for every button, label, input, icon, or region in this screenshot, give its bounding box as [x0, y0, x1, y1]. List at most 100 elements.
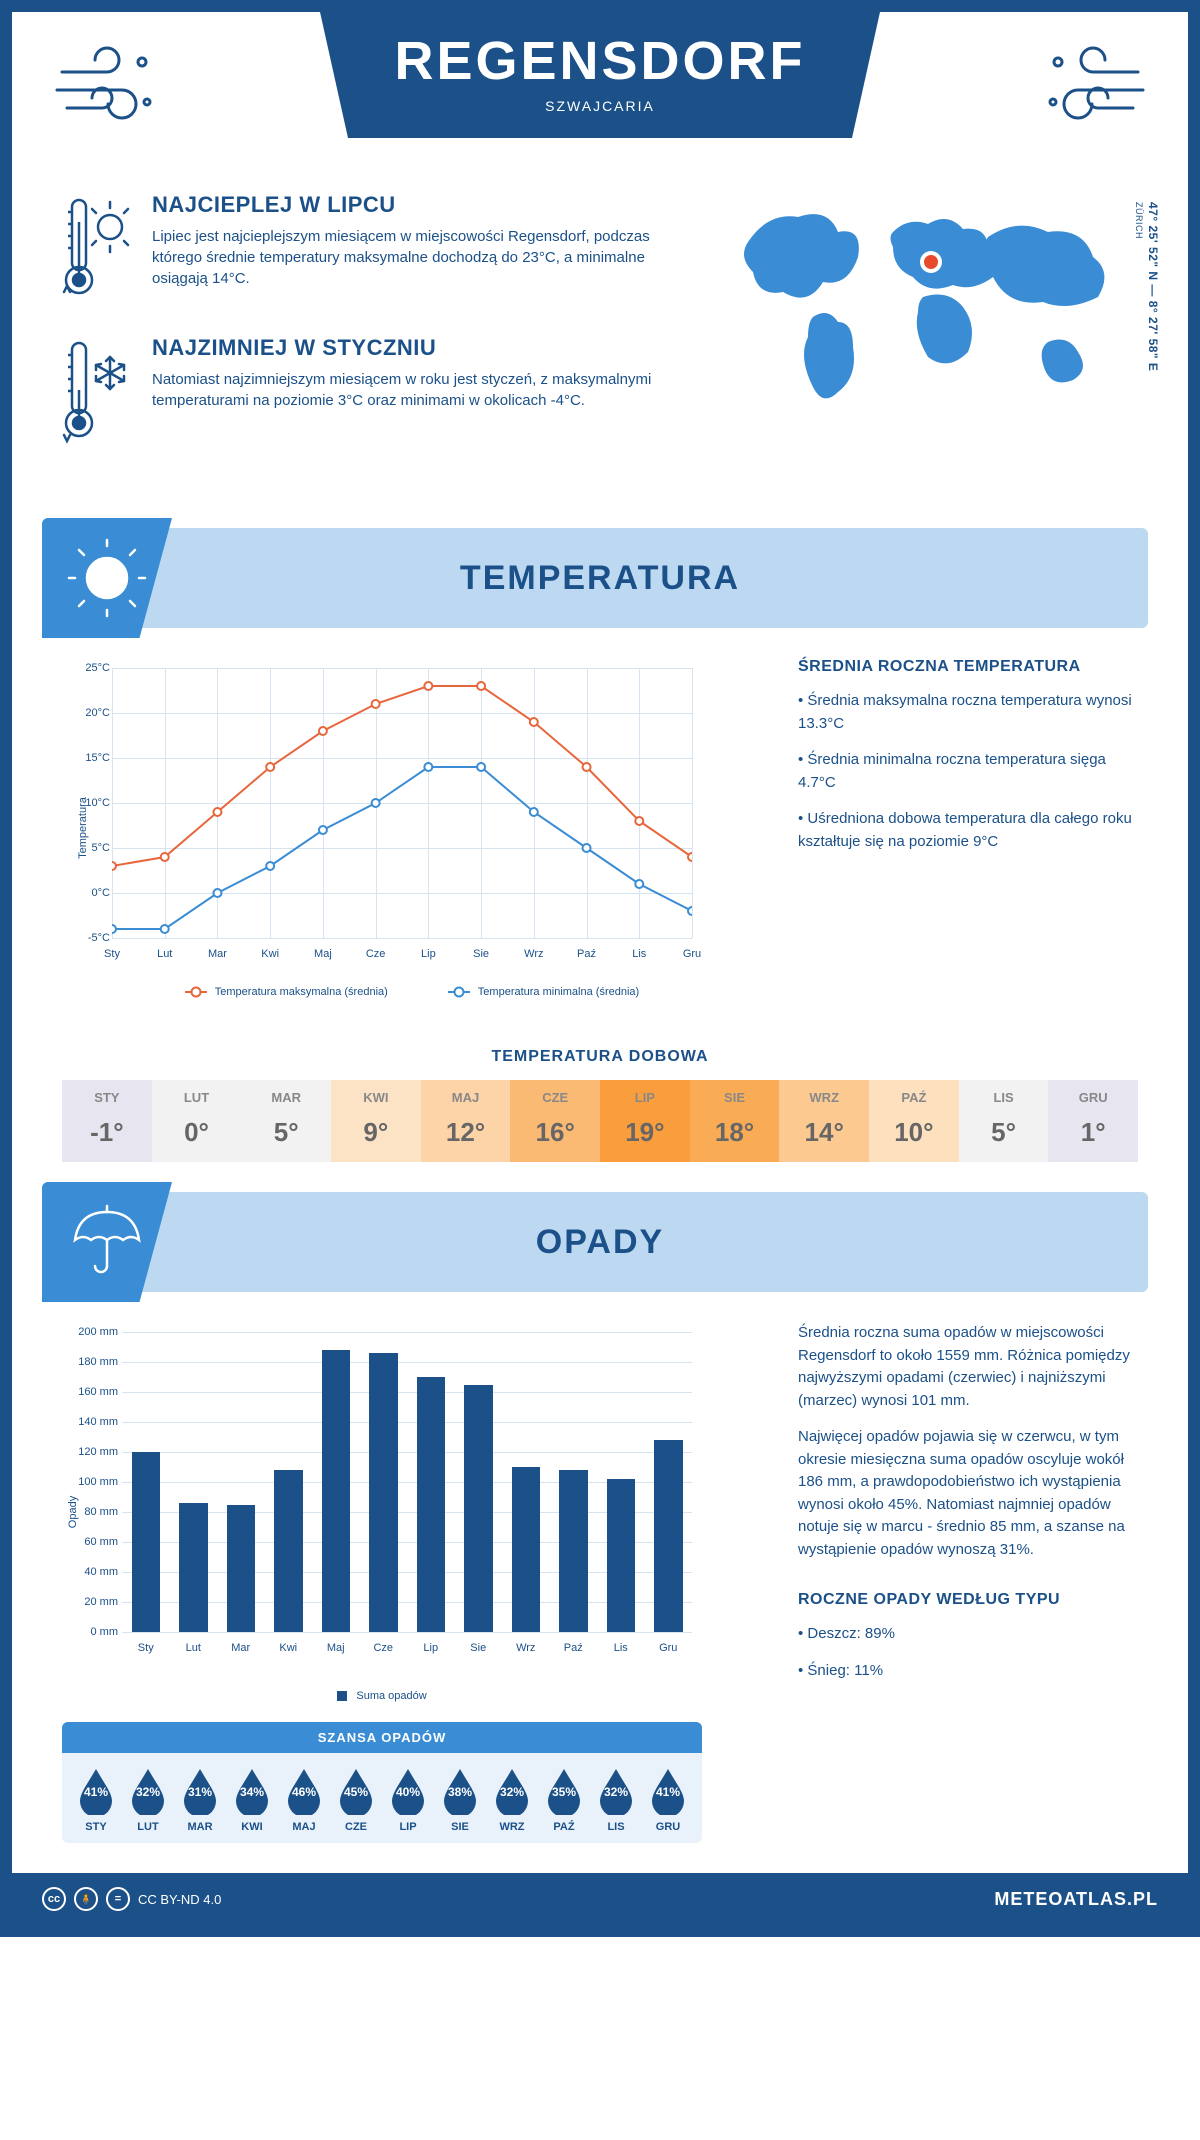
- x-tick-label: Lis: [632, 948, 646, 960]
- hottest-block: NAJCIEPLEJ W LIPCU Lipiec jest najcieple…: [62, 192, 678, 307]
- precip-side: Średnia roczna suma opadów w miejscowośc…: [798, 1322, 1138, 1843]
- x-tick-label: Cze: [366, 948, 386, 960]
- chance-cell: 38% SIE: [434, 1767, 486, 1833]
- temp-chart-svg: [112, 668, 692, 938]
- chance-cell: 31% MAR: [174, 1767, 226, 1833]
- chance-cell: 34% KWI: [226, 1767, 278, 1833]
- y-tick-label: 15°C: [85, 752, 110, 764]
- x-tick-label: Sty: [104, 948, 120, 960]
- daily-cell: CZE16°: [510, 1080, 600, 1162]
- daily-value: 10°: [869, 1117, 959, 1148]
- chance-row: 41% STY 32% LUT 31% MAR 34% KWI 46% MAJ: [62, 1753, 702, 1843]
- grid-hline: [112, 938, 692, 939]
- x-tick-label: Mar: [208, 948, 227, 960]
- grid-vline: [692, 668, 693, 938]
- thermometer-sun-icon: [62, 192, 132, 307]
- temp-side-heading: ŚREDNIA ROCZNA TEMPERATURA: [798, 658, 1138, 676]
- precip-chart-col: Opady Suma opadów 0 mm20 mm40 mm60 mm80 …: [62, 1322, 758, 1843]
- bar: [464, 1385, 493, 1633]
- coordinates: 47° 25' 52" N — 8° 27' 58" E ZÜRICH: [1132, 202, 1160, 371]
- precip-banner: OPADY: [52, 1192, 1148, 1292]
- bar: [417, 1377, 446, 1632]
- chance-cell: 46% MAJ: [278, 1767, 330, 1833]
- drop-icon: 32%: [596, 1767, 636, 1815]
- daily-month: MAJ: [421, 1090, 511, 1105]
- bar-x-tick: Paź: [564, 1642, 583, 1654]
- license-text: CC BY-ND 4.0: [138, 1892, 221, 1907]
- daily-cell: STY-1°: [62, 1080, 152, 1162]
- daily-month: PAŹ: [869, 1090, 959, 1105]
- bar-y-tick: 100 mm: [78, 1476, 118, 1488]
- bar-slot: [550, 1470, 598, 1632]
- daily-value: 14°: [779, 1117, 869, 1148]
- chance-month: KWI: [226, 1821, 278, 1833]
- sun-icon: [42, 518, 172, 638]
- country-subtitle: SZWAJCARIA: [320, 98, 880, 114]
- x-tick-label: Lut: [157, 948, 172, 960]
- license: cc 🧍 = CC BY-ND 4.0: [42, 1887, 221, 1911]
- chance-pct: 41%: [84, 1785, 108, 1799]
- drop-icon: 40%: [388, 1767, 428, 1815]
- temperature-banner: TEMPERATURA: [52, 528, 1148, 628]
- bar-y-tick: 200 mm: [78, 1326, 118, 1338]
- daily-cell: LIS5°: [959, 1080, 1049, 1162]
- temp-chart-col: Temperatura .legend-item:nth-child(1) .l…: [62, 658, 758, 998]
- chance-month: WRZ: [486, 1821, 538, 1833]
- legend-min-label: Temperatura minimalna (średnia): [478, 986, 639, 998]
- precip-type-1: • Deszcz: 89%: [798, 1623, 1138, 1646]
- daily-cell: WRZ14°: [779, 1080, 869, 1162]
- daily-value: 12°: [421, 1117, 511, 1148]
- drop-icon: 32%: [128, 1767, 168, 1815]
- bar-x-tick: Lis: [614, 1642, 628, 1654]
- bar-slot: [597, 1479, 645, 1632]
- daily-month: GRU: [1048, 1090, 1138, 1105]
- y-tick-label: 0°C: [92, 887, 110, 899]
- precip-p2: Najwięcej opadów pojawia się w czerwcu, …: [798, 1426, 1138, 1561]
- info-left: NAJCIEPLEJ W LIPCU Lipiec jest najcieple…: [62, 192, 678, 478]
- precip-type-heading: ROCZNE OPADY WEDŁUG TYPU: [798, 1591, 1138, 1609]
- cc-icon: cc: [42, 1887, 66, 1911]
- bar: [227, 1505, 256, 1633]
- daily-temp-table: STY-1°LUT0°MAR5°KWI9°MAJ12°CZE16°LIP19°S…: [62, 1080, 1138, 1162]
- chance-cell: 35% PAŹ: [538, 1767, 590, 1833]
- wind-icon: [1038, 42, 1148, 137]
- coords-city: ZÜRICH: [1134, 202, 1144, 239]
- drop-icon: 31%: [180, 1767, 220, 1815]
- thermometer-snow-icon: [62, 335, 132, 450]
- daily-cell: MAR5°: [241, 1080, 331, 1162]
- temp-bullet-3: • Uśredniona dobowa temperatura dla całe…: [798, 808, 1138, 853]
- chance-month: SIE: [434, 1821, 486, 1833]
- chance-cell: 45% CZE: [330, 1767, 382, 1833]
- daily-cell: PAŹ 10°: [869, 1080, 959, 1162]
- bar: [512, 1467, 541, 1632]
- bar-x-tick: Kwi: [279, 1642, 297, 1654]
- bars-container: [122, 1332, 692, 1632]
- y-tick-label: 5°C: [92, 842, 110, 854]
- bar-y-tick: 80 mm: [84, 1506, 118, 1518]
- daily-value: 0°: [152, 1117, 242, 1148]
- coords-text: 47° 25' 52" N — 8° 27' 58" E: [1146, 202, 1160, 371]
- temp-side: ŚREDNIA ROCZNA TEMPERATURA • Średnia mak…: [798, 658, 1138, 998]
- chance-cell: 32% LUT: [122, 1767, 174, 1833]
- city-title: REGENSDORF: [320, 30, 880, 92]
- bar-y-tick: 160 mm: [78, 1386, 118, 1398]
- chance-month: CZE: [330, 1821, 382, 1833]
- drop-icon: 32%: [492, 1767, 532, 1815]
- bar-slot: [455, 1385, 503, 1633]
- footer: cc 🧍 = CC BY-ND 4.0 METEOATLAS.PL: [12, 1873, 1188, 1925]
- bar-slot: [122, 1452, 170, 1632]
- chance-cell: 41% STY: [70, 1767, 122, 1833]
- drop-icon: 38%: [440, 1767, 480, 1815]
- daily-month: STY: [62, 1090, 152, 1105]
- bar: [607, 1479, 636, 1632]
- bar-y-tick: 140 mm: [78, 1416, 118, 1428]
- daily-value: 5°: [241, 1117, 331, 1148]
- bar: [369, 1353, 398, 1632]
- bar-slot: [645, 1440, 693, 1632]
- bar-slot: [265, 1470, 313, 1632]
- chance-cell: 32% LIS: [590, 1767, 642, 1833]
- chance-pct: 45%: [344, 1785, 368, 1799]
- legend-min: .legend-item:nth-child(2) .legend-swatch…: [448, 986, 639, 998]
- by-icon: 🧍: [74, 1887, 98, 1911]
- y-tick-label: -5°C: [88, 932, 110, 944]
